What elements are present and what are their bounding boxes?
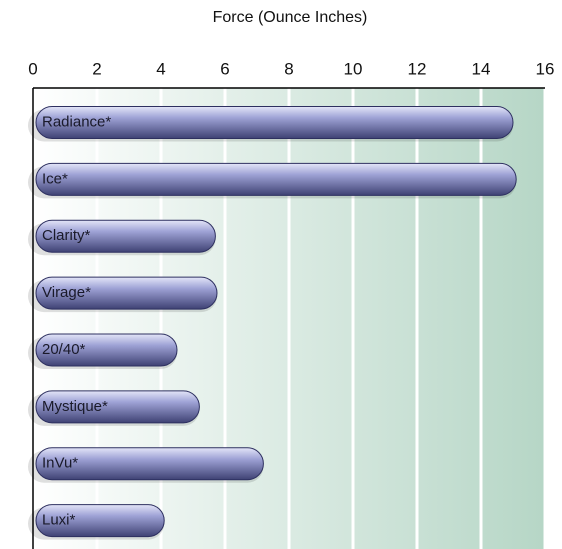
bar <box>35 162 517 196</box>
x-tick-label: 16 <box>536 59 555 78</box>
bar-label: Virage* <box>42 284 91 301</box>
x-tick-label: 4 <box>156 59 165 78</box>
bar-label: Luxi* <box>42 512 76 529</box>
bar <box>35 219 216 253</box>
bar-label: Ice* <box>42 170 68 187</box>
bar-label: Radiance* <box>42 113 111 130</box>
bar-label: InVu* <box>42 455 78 472</box>
x-tick-label: 6 <box>220 59 229 78</box>
bar <box>35 276 218 310</box>
bar <box>35 390 200 424</box>
bar <box>35 333 178 367</box>
bar-label: 20/40* <box>42 341 86 358</box>
bar <box>35 504 165 538</box>
x-tick-label: 2 <box>92 59 101 78</box>
x-tick-label: 14 <box>472 59 491 78</box>
x-tick-label: 12 <box>408 59 427 78</box>
bar <box>35 447 264 481</box>
x-tick-label: 10 <box>344 59 363 78</box>
bar-label: Clarity* <box>42 227 91 244</box>
x-tick-label: 0 <box>28 59 37 78</box>
bar <box>35 105 514 139</box>
bar-label: Mystique* <box>42 398 108 415</box>
axis-title: Force (Ounce Inches) <box>213 9 368 26</box>
x-tick-label: 8 <box>284 59 293 78</box>
